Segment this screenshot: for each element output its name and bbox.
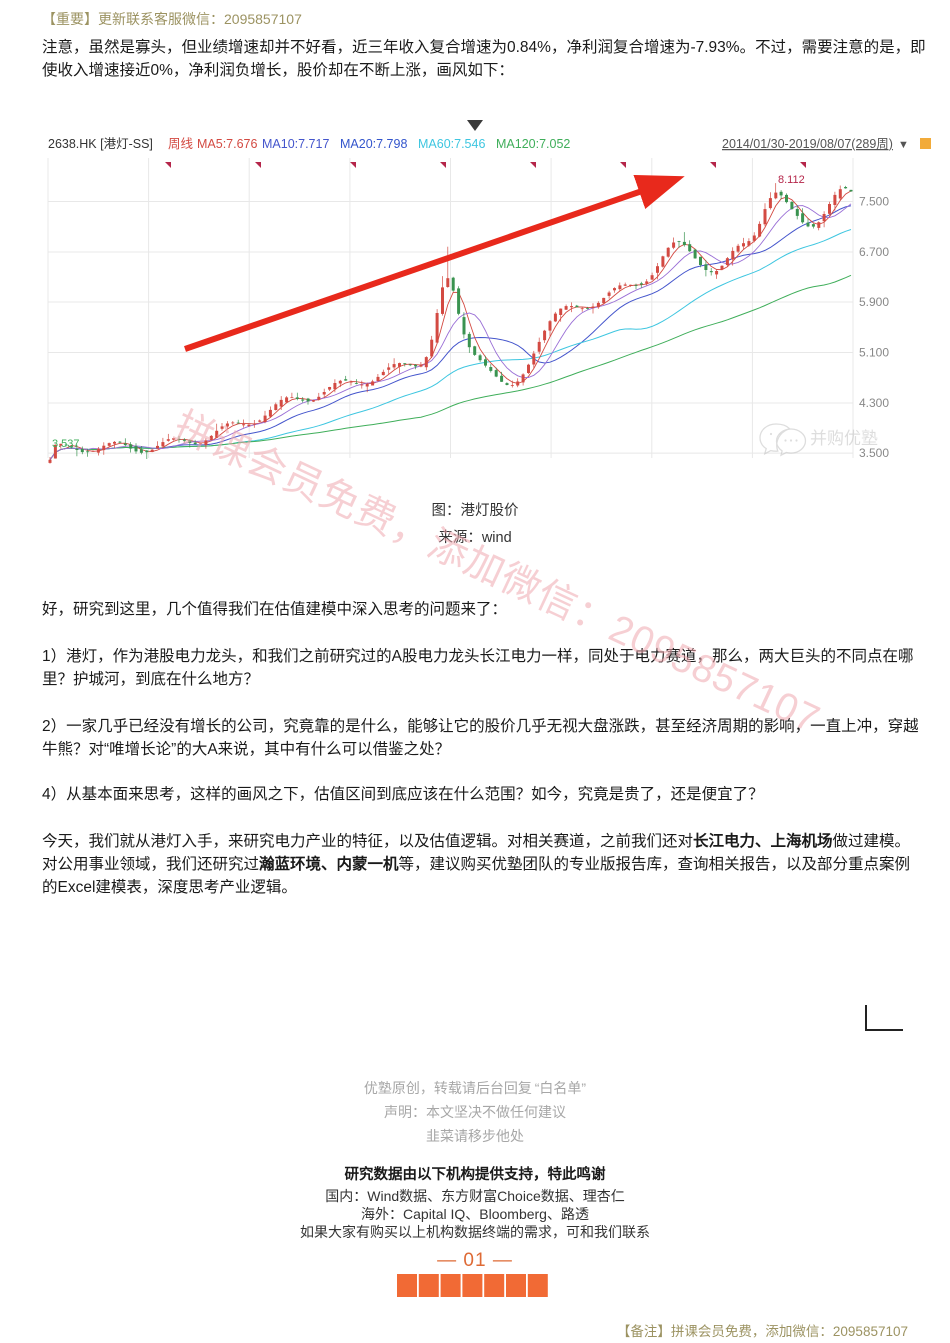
svg-text:2014/01/30-2019/08/07(289周): 2014/01/30-2019/08/07(289周) [722, 137, 893, 151]
svg-text:5.900: 5.900 [859, 295, 889, 309]
svg-text:2638.HK [港灯-SS]: 2638.HK [港灯-SS] [48, 137, 153, 151]
svg-text:MA10:7.717: MA10:7.717 [262, 137, 329, 151]
svg-text:MA120:7.052: MA120:7.052 [496, 137, 570, 151]
svg-text:6.700: 6.700 [859, 245, 889, 259]
svg-text:MA20:7.798: MA20:7.798 [340, 137, 407, 151]
svg-text:并购优塾: 并购优塾 [810, 428, 878, 448]
svg-text:4.300: 4.300 [859, 396, 889, 410]
svg-text:3.537: 3.537 [52, 438, 80, 450]
svg-text:3.500: 3.500 [859, 446, 889, 460]
svg-text:▼: ▼ [898, 139, 909, 151]
svg-text:8.112: 8.112 [778, 174, 805, 186]
svg-text:MA5:7.676: MA5:7.676 [197, 137, 258, 151]
svg-text:周线: 周线 [168, 137, 194, 151]
svg-text:MA60:7.546: MA60:7.546 [418, 137, 485, 151]
svg-text:5.100: 5.100 [859, 346, 889, 360]
svg-text:7.500: 7.500 [859, 194, 889, 208]
